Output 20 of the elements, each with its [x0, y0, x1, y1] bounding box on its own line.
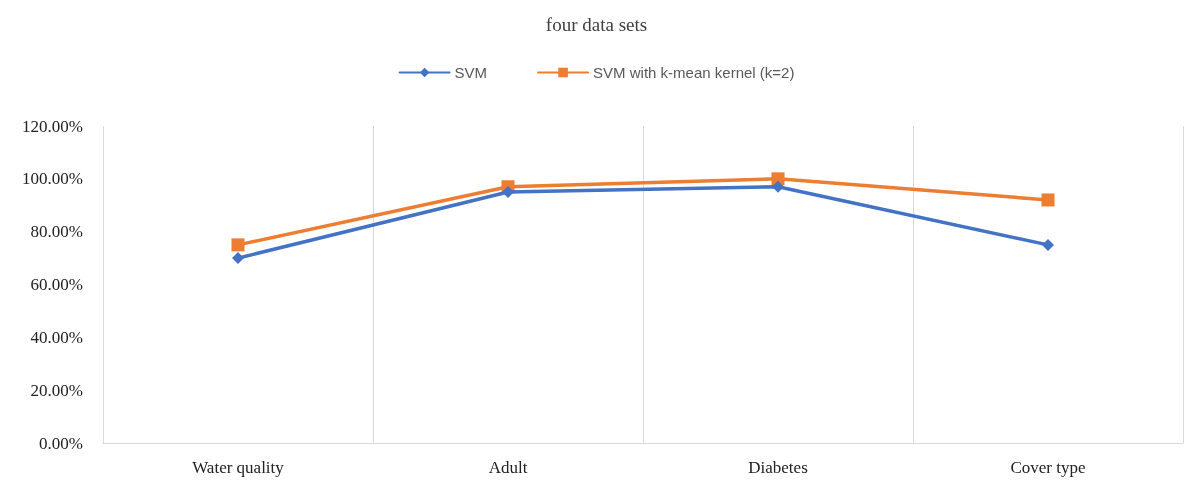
point	[1042, 238, 1054, 251]
x-tick-label: Adult	[488, 458, 528, 477]
point	[232, 252, 244, 265]
legend-label: SVM with k-mean kernel (k=2)	[593, 64, 795, 81]
y-tick-label: 60.00%	[30, 275, 83, 294]
x-tick-label: Cover type	[1010, 458, 1086, 477]
chart-title: four data sets	[545, 14, 648, 35]
point	[772, 180, 784, 193]
x-tick-label: Diabetes	[748, 458, 808, 477]
y-tick-label: 20.00%	[30, 380, 83, 400]
point	[502, 186, 514, 199]
y-tick-label: 0.00%	[39, 433, 83, 453]
point	[231, 238, 245, 252]
point	[1041, 193, 1055, 207]
y-tick-label: 40.00%	[30, 327, 83, 347]
x-tick-label: Water quality	[192, 458, 285, 477]
legend-label: SVM	[454, 64, 488, 81]
y-tick-label: 120.00%	[22, 116, 83, 136]
y-tick-label: 100.00%	[22, 169, 83, 189]
y-tick-label: 80.00%	[30, 222, 83, 242]
